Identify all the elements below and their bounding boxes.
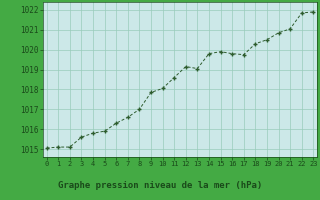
Text: Graphe pression niveau de la mer (hPa): Graphe pression niveau de la mer (hPa) [58, 182, 262, 190]
